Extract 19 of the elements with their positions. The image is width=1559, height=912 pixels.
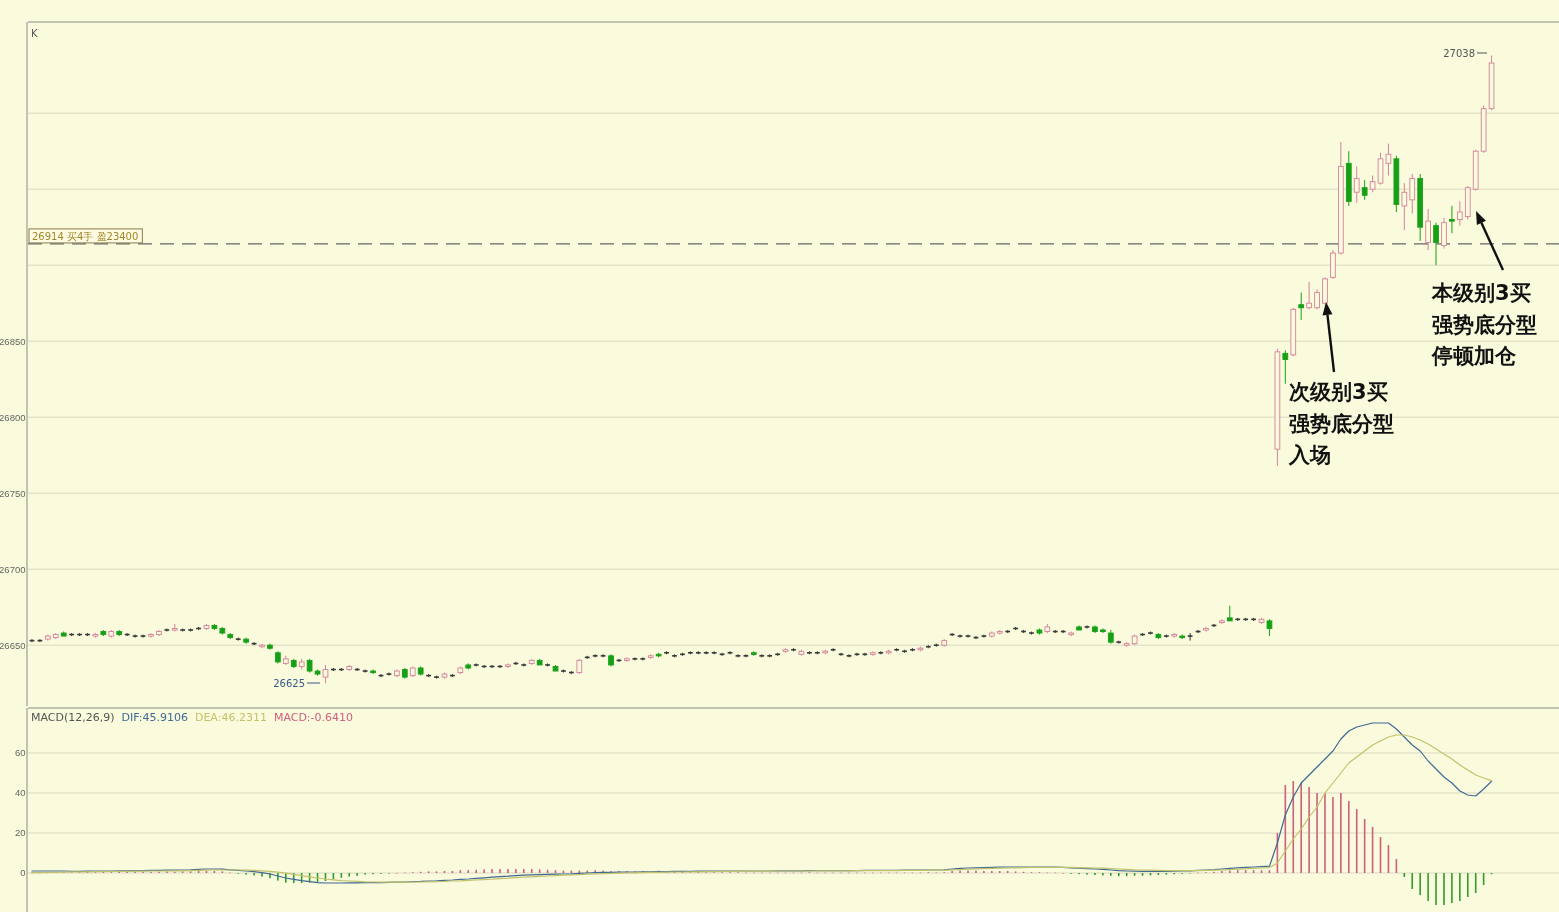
text: MACD:-0.6410 bbox=[273, 710, 354, 724]
ref-line-label: 26914 买4手 盈23400 bbox=[32, 230, 139, 242]
y-tick-label: 26800 bbox=[0, 411, 26, 423]
y-tick-label: 40 bbox=[14, 787, 26, 799]
annotation: 27038 bbox=[1443, 48, 1475, 59]
annotation: K bbox=[31, 28, 38, 39]
y-tick-label: 20 bbox=[14, 827, 26, 839]
y-tick-label: 26850 bbox=[0, 335, 26, 347]
y-tick-label: 60 bbox=[14, 747, 26, 759]
annotation: 本级别3买强势底分型停顿加仓 bbox=[1431, 281, 1537, 368]
y-tick-label: 0 bbox=[20, 867, 26, 879]
annotation: 26625 bbox=[273, 678, 305, 689]
text: DIF:45.9106 bbox=[121, 710, 188, 724]
y-tick-label: 26750 bbox=[0, 487, 26, 499]
y-tick-label: 26700 bbox=[0, 563, 26, 575]
annotation: 次级别3买强势底分型入场 bbox=[1288, 380, 1394, 467]
chart-title: MACD(12,26,9) bbox=[31, 710, 115, 724]
y-tick-label: 26650 bbox=[0, 639, 26, 651]
text: DEA:46.2311 bbox=[194, 710, 267, 724]
